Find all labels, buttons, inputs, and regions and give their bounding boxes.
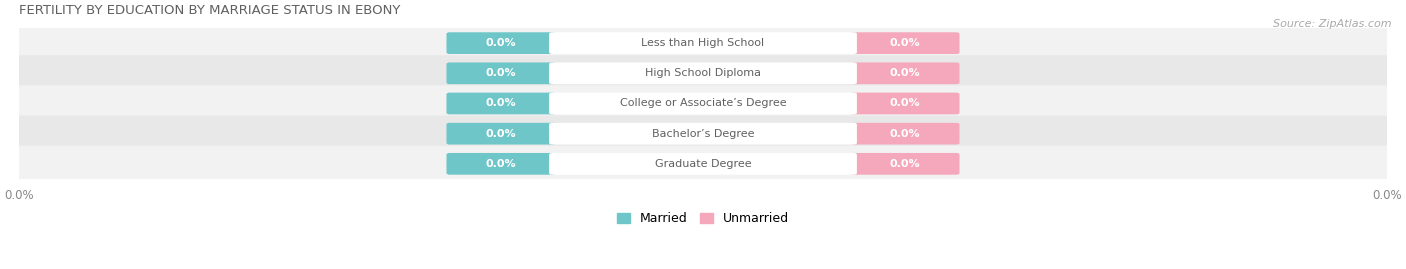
FancyBboxPatch shape — [550, 123, 856, 144]
FancyBboxPatch shape — [13, 25, 1393, 61]
Text: Source: ZipAtlas.com: Source: ZipAtlas.com — [1274, 19, 1392, 29]
Text: 0.0%: 0.0% — [890, 98, 920, 108]
FancyBboxPatch shape — [447, 153, 555, 175]
Text: Bachelor’s Degree: Bachelor’s Degree — [652, 129, 754, 139]
FancyBboxPatch shape — [550, 153, 856, 175]
Text: 0.0%: 0.0% — [486, 129, 516, 139]
Text: FERTILITY BY EDUCATION BY MARRIAGE STATUS IN EBONY: FERTILITY BY EDUCATION BY MARRIAGE STATU… — [18, 4, 401, 17]
Text: College or Associate’s Degree: College or Associate’s Degree — [620, 98, 786, 108]
FancyBboxPatch shape — [851, 93, 959, 114]
Text: 0.0%: 0.0% — [890, 129, 920, 139]
FancyBboxPatch shape — [13, 55, 1393, 91]
FancyBboxPatch shape — [550, 93, 856, 114]
FancyBboxPatch shape — [13, 146, 1393, 182]
Text: 0.0%: 0.0% — [486, 68, 516, 78]
FancyBboxPatch shape — [447, 62, 555, 84]
Text: 0.0%: 0.0% — [890, 38, 920, 48]
Text: Graduate Degree: Graduate Degree — [655, 159, 751, 169]
Text: 0.0%: 0.0% — [890, 68, 920, 78]
FancyBboxPatch shape — [447, 32, 555, 54]
FancyBboxPatch shape — [851, 123, 959, 144]
Text: 0.0%: 0.0% — [890, 159, 920, 169]
FancyBboxPatch shape — [550, 62, 856, 84]
Text: 0.0%: 0.0% — [486, 98, 516, 108]
Text: 0.0%: 0.0% — [486, 38, 516, 48]
Text: Less than High School: Less than High School — [641, 38, 765, 48]
FancyBboxPatch shape — [851, 153, 959, 175]
FancyBboxPatch shape — [851, 32, 959, 54]
FancyBboxPatch shape — [851, 62, 959, 84]
Text: High School Diploma: High School Diploma — [645, 68, 761, 78]
FancyBboxPatch shape — [550, 32, 856, 54]
FancyBboxPatch shape — [13, 116, 1393, 152]
FancyBboxPatch shape — [447, 93, 555, 114]
FancyBboxPatch shape — [13, 85, 1393, 122]
Text: 0.0%: 0.0% — [486, 159, 516, 169]
Legend: Married, Unmarried: Married, Unmarried — [612, 207, 794, 230]
FancyBboxPatch shape — [447, 123, 555, 144]
